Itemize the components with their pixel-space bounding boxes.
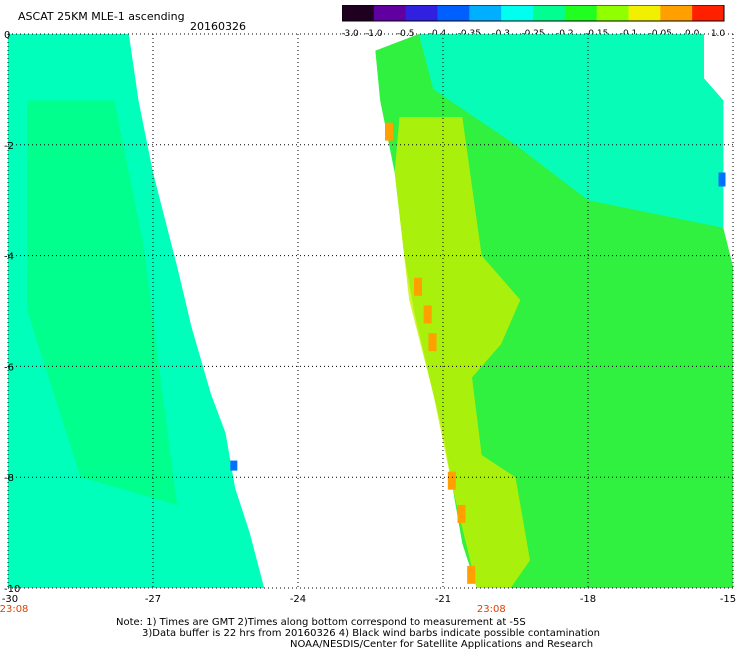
lat-tick-label: -10	[4, 584, 20, 595]
east-swath-yellow	[394, 117, 530, 588]
colorbar-label: -0.5	[397, 29, 415, 39]
high-value-pixel	[385, 122, 393, 141]
colorbar-label: 1.0	[711, 29, 726, 39]
colorbar-segment	[373, 5, 407, 21]
pass-time-label: 23:08	[0, 604, 28, 615]
lon-tick-label: -21	[435, 594, 451, 605]
colorbar-segment	[628, 5, 661, 21]
high-value-pixel	[467, 565, 476, 584]
pass-time-label: 23:08	[477, 604, 506, 615]
high-value-pixel	[457, 504, 466, 523]
colorbar-label: -3.0	[342, 29, 359, 39]
lat-tick-label: -8	[4, 473, 14, 484]
low-value-pixel	[230, 460, 238, 471]
note-line-1: Note: 1) Times are GMT 2)Times along bot…	[116, 617, 526, 628]
colorbar-frame	[342, 5, 725, 22]
scatterometer-swaths	[8, 34, 733, 588]
colorbar-segment	[564, 5, 598, 21]
lon-tick-label: -27	[145, 594, 161, 605]
west-swath-patch	[27, 100, 178, 505]
colorbar-segment	[596, 5, 629, 21]
low-value-pixel	[718, 172, 726, 187]
lat-tick-label: -2	[4, 141, 14, 152]
colorbar-segment	[437, 5, 470, 21]
colorbar-segment	[533, 5, 566, 21]
high-value-pixel	[414, 277, 422, 296]
lon-tick-label: -15	[720, 594, 736, 605]
product-date: 20160326	[190, 20, 246, 33]
lat-tick-label: -4	[4, 252, 14, 263]
lon-tick-label: -18	[580, 594, 596, 605]
lat-tick-label: -6	[4, 362, 14, 373]
lat-tick-label: 0	[4, 30, 10, 41]
lon-tick-label: -30	[2, 594, 18, 605]
map-axes: -30 -27 -24 -21 -18 -15 0 -2 -4 -6 -8 -10 23:08 23:08	[0, 30, 736, 615]
colorbar-segment	[342, 5, 375, 21]
lat-lon-grid	[7, 33, 734, 589]
colorbar-label: -1.0	[365, 29, 383, 39]
product-title: ASCAT 25KM MLE-1 ascending	[18, 10, 185, 23]
colorbar-segment	[692, 5, 725, 21]
high-value-pixel	[428, 333, 437, 352]
east-swath-cyan	[418, 34, 724, 228]
swath-map: -30 -27 -24 -21 -18 -15 0 -2 -4 -6 -8 -10 23:08 23:08	[0, 30, 736, 615]
colorbar-segment	[405, 5, 438, 21]
colorbar-segment	[501, 5, 534, 21]
lon-tick-label: -24	[290, 594, 306, 605]
note-line-3: NOAA/NESDIS/Center for Satellite Applica…	[290, 639, 594, 650]
high-value-pixel	[423, 305, 432, 324]
note-line-2: 3)Data buffer is 22 hrs from 20160326 4)…	[142, 628, 600, 639]
high-value-pixel	[447, 471, 456, 490]
colorbar-segment	[469, 5, 502, 21]
colorbar-segment	[660, 5, 693, 21]
